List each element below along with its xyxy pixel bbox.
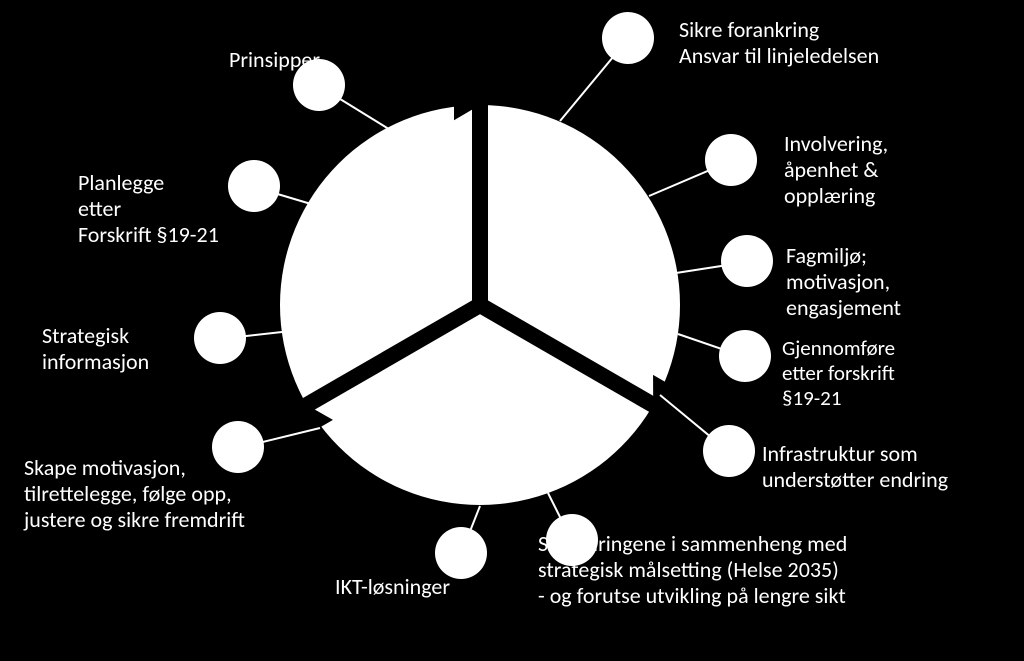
node-label-strategisk: Strategisk informasjon [42, 323, 212, 375]
node-dot-involvering [705, 134, 757, 186]
node-label-prinsipper: Prinsipper [160, 47, 320, 73]
node-dot-gjennomfore [719, 330, 771, 382]
node-label-gjennomfore: Gjennomføre etter forskrift §19-21 [782, 336, 982, 410]
node-dot-infrastruktur [703, 425, 755, 477]
diagram-stage: Prinsipper Planlegge etter Forskrift §19-… [0, 0, 1024, 661]
node-label-sikre: Sikre forankring Ansvar til linjeledelse… [679, 17, 999, 69]
node-dot-fagmiljo [721, 235, 773, 287]
node-label-involvering: Involvering, åpenhet & opplæring [784, 131, 984, 209]
node-label-ikt: IKT-løsninger [270, 574, 450, 600]
node-dot-sikre [602, 12, 654, 64]
node-label-se-endringer: Se endringene i sammenheng med strategis… [538, 531, 958, 609]
node-dot-ikt [435, 527, 487, 579]
node-label-fagmiljo: Fagmiljø; motivasjon, engasjement [786, 243, 986, 321]
node-label-infrastruktur: Infrastruktur som understøtter endring [762, 441, 1022, 493]
node-label-planlegge: Planlegge etter Forskrift §19-21 [78, 170, 248, 248]
node-label-motivasjon: Skape motivasjon, tilrettelegge, følge o… [24, 455, 319, 533]
